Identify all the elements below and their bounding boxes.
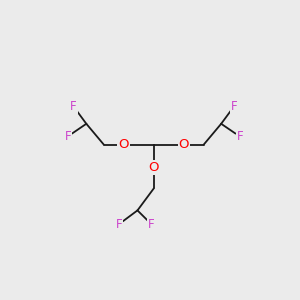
Text: F: F xyxy=(70,100,77,113)
Text: O: O xyxy=(179,138,189,151)
Text: F: F xyxy=(64,130,71,143)
Text: F: F xyxy=(231,100,237,113)
Text: F: F xyxy=(116,218,122,231)
Text: F: F xyxy=(236,130,243,143)
Text: O: O xyxy=(118,138,129,151)
Text: F: F xyxy=(148,218,155,231)
Text: O: O xyxy=(148,161,159,174)
